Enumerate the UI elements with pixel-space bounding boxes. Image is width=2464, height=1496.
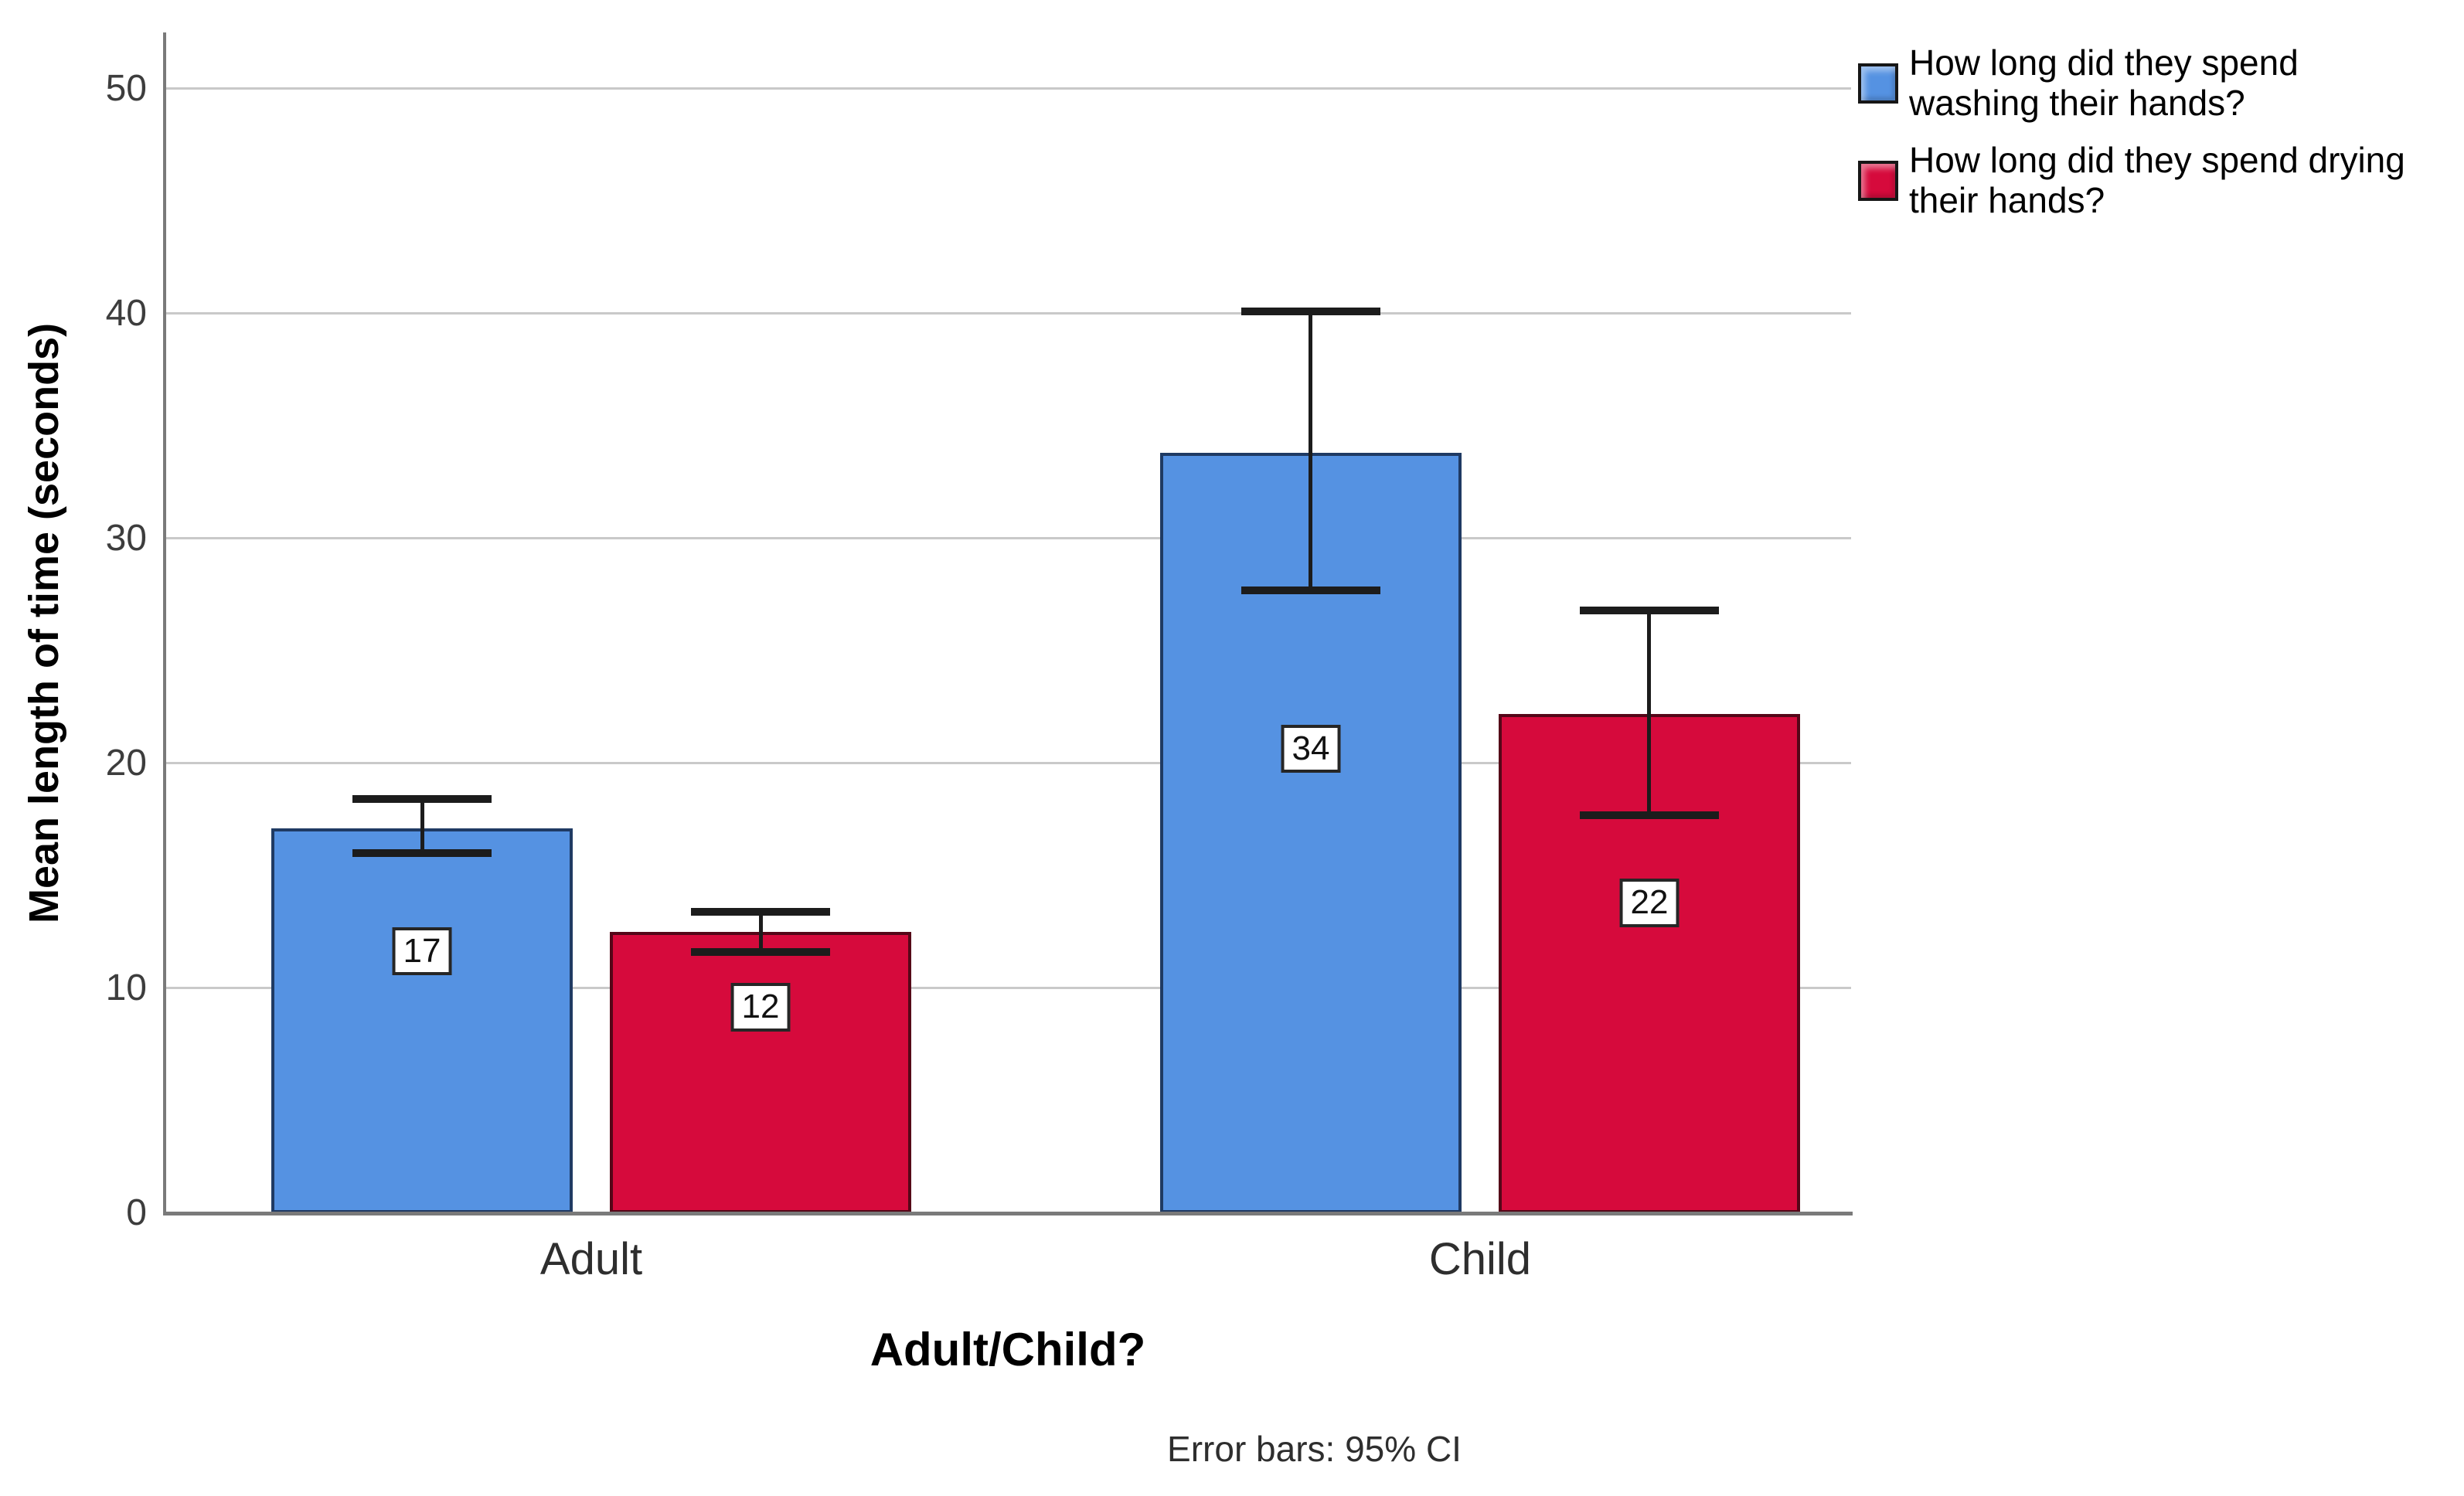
error-bar-whisker bbox=[758, 911, 763, 953]
gridline-50 bbox=[165, 87, 1851, 90]
error-bar-cap-top bbox=[691, 907, 831, 916]
legend-label-line: their hands? bbox=[1909, 179, 2105, 220]
legend-label-line: How long did they spend drying bbox=[1909, 139, 2405, 180]
error-bars-footnote: Error bars: 95% CI bbox=[1167, 1429, 1462, 1469]
error-bar-cap-top bbox=[1579, 606, 1719, 614]
y-axis-title: Mean length of time (seconds) bbox=[21, 322, 67, 923]
bar-value-label: 17 bbox=[392, 926, 452, 975]
error-bar-whisker bbox=[420, 799, 424, 854]
legend-label-0: How long did they spend washing their han… bbox=[1909, 42, 2299, 124]
legend-item-1: How long did they spend drying their hand… bbox=[1858, 139, 2445, 221]
error-bar-cap-top bbox=[352, 795, 492, 804]
x-axis-title: Adult/Child? bbox=[870, 1324, 1146, 1375]
y-tick-label-0: 0 bbox=[126, 1192, 147, 1233]
x-tick-label-adult: Adult bbox=[539, 1234, 643, 1284]
y-axis-line bbox=[163, 32, 166, 1215]
legend-label-1: How long did they spend drying their hand… bbox=[1909, 139, 2405, 221]
error-bar-whisker bbox=[1647, 610, 1652, 815]
gridline-30 bbox=[165, 537, 1851, 540]
x-tick-label-child: Child bbox=[1428, 1234, 1532, 1284]
bar-value-label: 22 bbox=[1619, 879, 1680, 927]
legend-label-line: How long did they spend bbox=[1909, 42, 2299, 83]
legend-label-line: washing their hands? bbox=[1909, 82, 2245, 123]
error-bar-cap-top bbox=[1241, 307, 1380, 315]
error-bar-cap-bottom bbox=[1241, 586, 1380, 594]
error-bar-cap-bottom bbox=[352, 849, 492, 858]
legend-swatch-drying bbox=[1858, 160, 1898, 201]
error-bar-whisker bbox=[1309, 311, 1313, 590]
y-tick-label-40: 40 bbox=[105, 292, 147, 334]
legend-item-0: How long did they spend washing their han… bbox=[1858, 42, 2445, 124]
bar-value-label: 12 bbox=[730, 983, 791, 1032]
bar-adult-washing bbox=[271, 828, 573, 1213]
y-tick-label-50: 50 bbox=[105, 67, 147, 109]
y-tick-label-30: 30 bbox=[105, 517, 147, 559]
gridline-40 bbox=[165, 312, 1851, 315]
gridline-10 bbox=[165, 987, 1851, 990]
gridline-20 bbox=[165, 762, 1851, 765]
y-tick-label-20: 20 bbox=[105, 742, 147, 784]
error-bar-cap-bottom bbox=[691, 948, 831, 957]
legend: How long did they spend washing their han… bbox=[1858, 42, 2445, 238]
error-bar-cap-bottom bbox=[1579, 811, 1719, 819]
legend-swatch-washing bbox=[1858, 63, 1898, 104]
y-tick-label-10: 10 bbox=[105, 967, 147, 1008]
bar-adult-drying bbox=[610, 932, 912, 1213]
bar-value-label: 34 bbox=[1281, 724, 1341, 774]
x-axis-line bbox=[163, 1212, 1853, 1216]
